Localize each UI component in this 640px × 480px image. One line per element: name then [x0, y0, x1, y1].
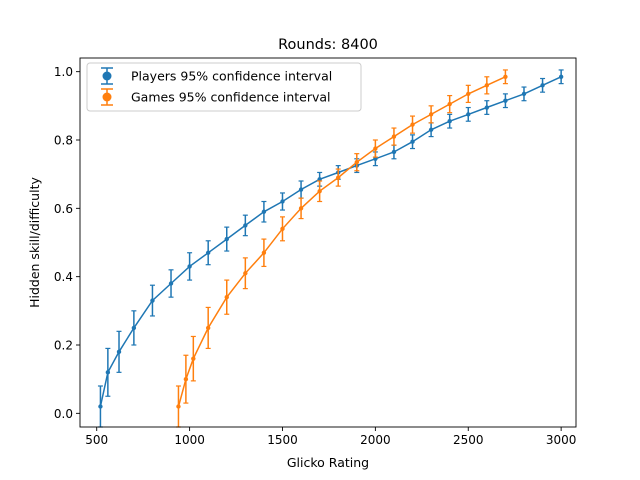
y-tick-label: 0.6 [54, 202, 73, 216]
data-point [243, 223, 248, 228]
x-axis-ticks: 500 1000 1500 2000 2500 3000 [85, 427, 576, 447]
data-point [410, 122, 415, 127]
data-point [391, 134, 397, 139]
data-point [428, 112, 434, 117]
x-tick-label: 3000 [546, 433, 577, 447]
data-point [131, 325, 137, 331]
data-point [317, 189, 322, 194]
data-point [261, 209, 267, 214]
legend-marker-players [101, 67, 113, 85]
data-point [187, 264, 192, 269]
x-tick-label: 2500 [453, 433, 484, 447]
data-point [540, 83, 545, 88]
data-point [503, 74, 508, 79]
data-point [466, 91, 471, 97]
legend-box [86, 62, 362, 112]
data-point [150, 298, 155, 303]
data-point [191, 356, 196, 361]
y-tick-label: 0.8 [54, 134, 73, 148]
data-point [176, 404, 181, 409]
data-point [298, 187, 304, 192]
chart-title: Rounds: 8400 [278, 37, 378, 53]
plot-frame [79, 57, 577, 428]
data-point [410, 139, 415, 144]
series-1 [175, 69, 508, 428]
data-point [558, 74, 564, 79]
data-point [280, 199, 285, 204]
data-point [521, 91, 527, 97]
data-point [261, 250, 267, 255]
y-tick-label: 0.2 [54, 339, 73, 353]
data-point [183, 376, 189, 382]
data-point [224, 236, 229, 242]
y-tick-label: 0.0 [54, 407, 73, 421]
data-point [168, 281, 174, 286]
legend-marker-games [101, 88, 113, 106]
data-point [224, 294, 229, 300]
data-point [205, 250, 211, 255]
y-axis-ticks: 0.0 0.2 0.4 0.6 0.8 1.0 [54, 65, 80, 421]
x-tick-label: 2000 [360, 433, 391, 447]
data-point [484, 83, 490, 88]
data-point [336, 175, 341, 180]
y-tick-label: 1.0 [54, 65, 73, 79]
legend-label-games: Games 95% confidence interval [131, 90, 331, 105]
y-axis-label: Hidden skill/difficulty [27, 177, 42, 308]
data-point [484, 105, 490, 110]
data-point [447, 101, 452, 107]
legend: Players 95% confidence interval Games 95… [86, 62, 362, 112]
data-point [373, 156, 378, 161]
data-point [116, 349, 122, 355]
data-point [98, 404, 103, 409]
data-point [428, 127, 434, 132]
data-point [298, 206, 304, 211]
data-point [503, 98, 508, 103]
x-tick-label: 1000 [174, 433, 205, 447]
data-point [105, 370, 111, 375]
data-point [317, 177, 322, 182]
data-point [447, 119, 452, 124]
x-tick-label: 500 [85, 433, 108, 447]
x-tick-label: 1500 [267, 433, 298, 447]
y-tick-label: 0.4 [54, 270, 73, 284]
legend-players-dot [102, 71, 112, 81]
series-trend-line [177, 76, 506, 407]
data-point [466, 112, 471, 117]
legend-games-dot [102, 92, 112, 102]
data-point [243, 271, 248, 276]
data-point [280, 226, 285, 232]
data-point [373, 146, 378, 151]
series-layer [97, 69, 564, 428]
x-axis-label: Glicko Rating [287, 455, 369, 470]
data-point [354, 160, 359, 165]
data-point [391, 149, 397, 155]
legend-label-players: Players 95% confidence interval [131, 69, 332, 84]
data-point [205, 325, 211, 331]
